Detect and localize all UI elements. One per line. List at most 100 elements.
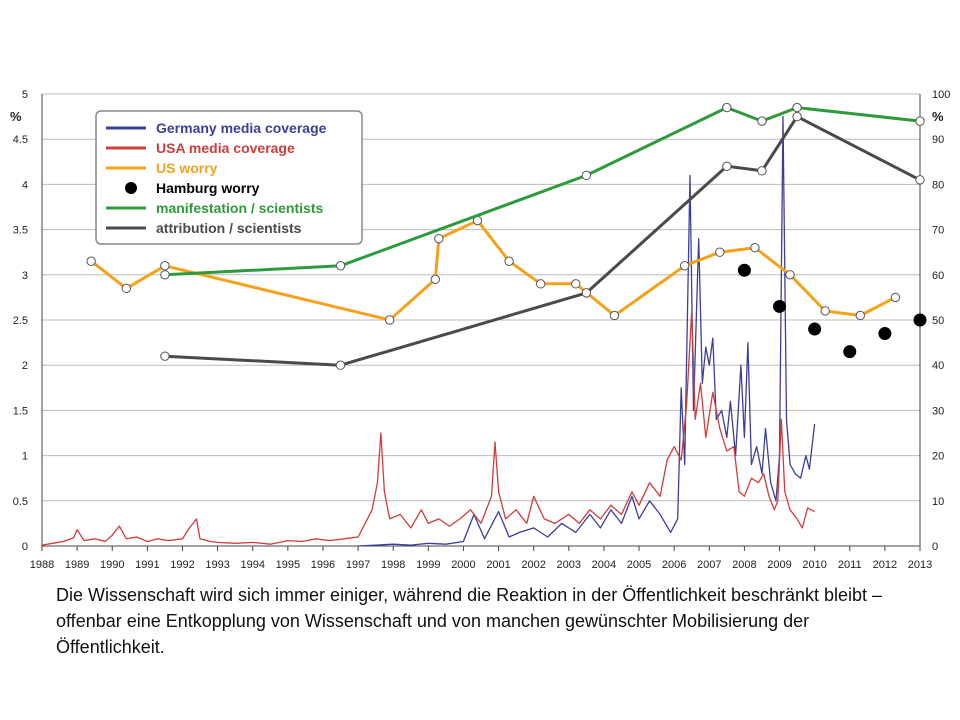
- left-tick-label: 1: [22, 451, 28, 463]
- x-tick-label: 1989: [65, 559, 89, 571]
- x-tick-label: 2003: [557, 559, 581, 571]
- legend-label-manifestation: manifestation / scientists: [156, 200, 323, 216]
- series-point-manifestation: [160, 270, 170, 280]
- series-point-attribution: [581, 288, 592, 298]
- series-point-manifestation: [581, 170, 592, 181]
- series-line-us_worry: [90, 219, 897, 322]
- left-tick-label: 1.5: [13, 405, 28, 417]
- x-tick-label: 2005: [627, 559, 651, 571]
- series-germany: [358, 115, 816, 547]
- series-us_worry: [86, 215, 901, 325]
- right-tick-label: 60: [932, 270, 944, 282]
- left-axis-unit: %: [10, 109, 22, 124]
- series-usa_media: [41, 310, 815, 546]
- x-tick-label: 2001: [486, 559, 510, 571]
- series-point-manifestation: [335, 261, 346, 271]
- series-point-us_worry: [121, 283, 131, 294]
- left-tick-label: 0: [22, 541, 28, 553]
- legend-dot-hamburg: [125, 182, 137, 194]
- x-tick-label: 2006: [662, 559, 686, 571]
- series-point-attribution: [160, 351, 170, 361]
- hamburg-worry-point: [913, 313, 927, 327]
- series-point-attribution: [722, 161, 732, 172]
- series-point-attribution: [757, 166, 767, 176]
- series-point-us_worry: [890, 292, 901, 303]
- hamburg-worry-point: [737, 263, 751, 277]
- x-tick-label: 2000: [451, 559, 475, 571]
- right-tick-label: 40: [932, 360, 944, 372]
- left-tick-label: 4: [22, 179, 28, 191]
- series-line-usa_media: [41, 310, 815, 546]
- left-tick-label: 4.5: [13, 134, 28, 146]
- x-tick-label: 1988: [30, 559, 54, 571]
- series-line-germany: [358, 115, 816, 547]
- x-tick-label: 1995: [276, 559, 300, 571]
- series-point-us_worry: [750, 242, 760, 253]
- x-tick-label: 2009: [767, 559, 791, 571]
- left-tick-label: 0.5: [13, 496, 28, 508]
- right-axis-ticks: 0 10 20 30 40 50 60 70 80 90 100: [932, 89, 950, 553]
- x-tick-label: 1997: [346, 559, 370, 571]
- series-point-us_worry: [86, 256, 96, 266]
- x-tick-label: 1991: [135, 559, 159, 571]
- hamburg-worry-point: [843, 345, 857, 359]
- legend-label-germany: Germany media coverage: [156, 120, 327, 136]
- x-tick-label: 1998: [381, 559, 405, 571]
- left-tick-label: 3.5: [13, 225, 28, 237]
- series-point-manifestation: [792, 102, 802, 113]
- series-layer: [41, 102, 927, 547]
- x-tick-label: 2008: [732, 559, 756, 571]
- legend-label-hamburg: Hamburg worry: [156, 180, 260, 196]
- right-tick-label: 90: [932, 134, 944, 146]
- x-tick-label: 1999: [416, 559, 440, 571]
- x-tick-label: 1996: [311, 559, 335, 571]
- legend: Germany media coverage USA media coverage…: [95, 110, 363, 245]
- right-tick-label: 10: [932, 496, 944, 508]
- x-tick-label: 2013: [908, 559, 932, 571]
- series-point-us_worry: [855, 310, 865, 321]
- series-point-attribution: [335, 360, 346, 370]
- right-tick-label: 30: [932, 405, 944, 417]
- left-tick-label: 3: [22, 270, 28, 282]
- x-tick-label: 2011: [838, 559, 862, 571]
- right-tick-label: 0: [932, 541, 938, 553]
- series-point-attribution: [915, 175, 925, 185]
- x-tick-label: 2004: [592, 559, 616, 571]
- legend-box: [95, 110, 363, 245]
- series-point-us_worry: [820, 306, 830, 316]
- right-tick-label: 70: [932, 225, 944, 237]
- right-axis-unit: %: [932, 109, 944, 124]
- right-tick-label: 100: [932, 89, 950, 101]
- series-point-us_worry: [571, 279, 581, 289]
- x-tick-label: 1994: [240, 559, 264, 571]
- series-point-us_worry: [609, 310, 620, 321]
- series-hamburg: [737, 263, 927, 359]
- series-point-attribution: [792, 111, 802, 122]
- hamburg-worry-point: [808, 322, 822, 336]
- legend-label-us_worry: US worry: [156, 160, 218, 176]
- series-point-us_worry: [430, 274, 441, 285]
- series-point-us_worry: [715, 247, 725, 257]
- x-tick-label: 2002: [521, 559, 545, 571]
- series-attribution: [160, 111, 925, 370]
- x-tick-label: 2010: [802, 559, 826, 571]
- series-point-us_worry: [504, 256, 514, 266]
- series-point-manifestation: [757, 116, 767, 126]
- x-axis-ticks: 1988 1989 1990 1991 1992 1993 1994 1995 1996 1997…: [30, 546, 932, 571]
- series-manifestation: [160, 102, 925, 280]
- series-point-us_worry: [785, 270, 795, 280]
- series-point-us_worry: [434, 233, 444, 244]
- hamburg-worry-point: [773, 299, 787, 313]
- right-tick-label: 50: [932, 315, 944, 327]
- left-tick-label: 2: [22, 360, 28, 372]
- left-tick-label: 5: [22, 89, 28, 101]
- left-axis-ticks: 0 0.5 1 1.5 2 2.5 3 3.5 4 4.5 5: [13, 89, 28, 553]
- legend-label-usa_media: USA media coverage: [156, 140, 295, 156]
- hamburg-worry-point: [878, 327, 892, 341]
- left-tick-label: 2.5: [13, 315, 28, 327]
- series-point-us_worry: [536, 279, 546, 289]
- x-tick-label: 2007: [697, 559, 721, 571]
- x-tick-label: 1990: [100, 559, 124, 571]
- series-point-us_worry: [160, 261, 170, 271]
- right-tick-label: 20: [932, 451, 944, 463]
